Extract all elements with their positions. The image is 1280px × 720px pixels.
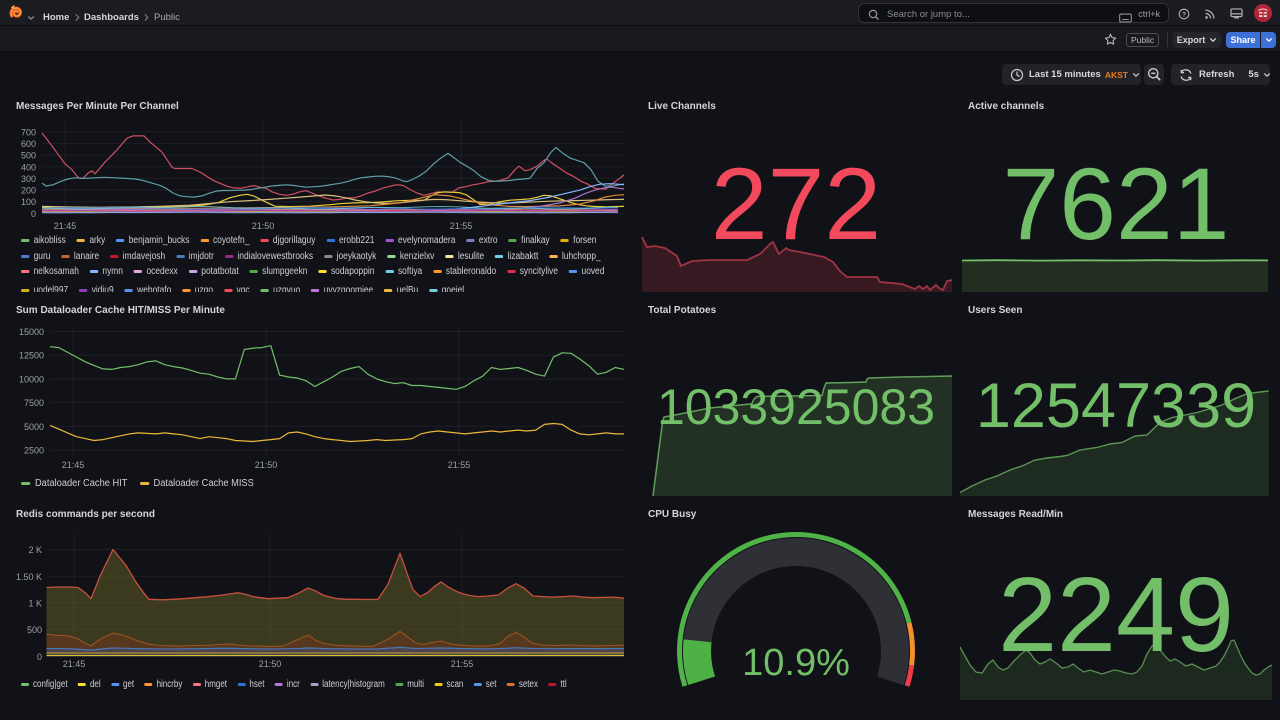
svg-text:21:55: 21:55 bbox=[450, 221, 473, 231]
svg-text:15000: 15000 bbox=[19, 327, 44, 337]
svg-text:0: 0 bbox=[31, 209, 36, 219]
svg-text:2 K: 2 K bbox=[28, 545, 42, 555]
svg-text:21:55: 21:55 bbox=[448, 460, 471, 470]
svg-text:10000: 10000 bbox=[19, 374, 44, 384]
svg-text:500: 500 bbox=[27, 625, 42, 635]
svg-text:21:50: 21:50 bbox=[252, 221, 275, 231]
svg-text:5000: 5000 bbox=[24, 422, 44, 432]
svg-text:700: 700 bbox=[21, 127, 36, 137]
svg-text:21:45: 21:45 bbox=[62, 460, 85, 470]
svg-text:100: 100 bbox=[21, 197, 36, 207]
svg-text:12500: 12500 bbox=[19, 351, 44, 361]
svg-text:21:45: 21:45 bbox=[63, 659, 86, 669]
svg-text:2500: 2500 bbox=[24, 446, 44, 456]
svg-text:400: 400 bbox=[21, 162, 36, 172]
svg-text:300: 300 bbox=[21, 174, 36, 184]
svg-text:21:50: 21:50 bbox=[259, 659, 282, 669]
svg-text:21:50: 21:50 bbox=[255, 460, 278, 470]
svg-text:0: 0 bbox=[37, 652, 42, 662]
svg-text:1 K: 1 K bbox=[28, 599, 42, 609]
svg-text:200: 200 bbox=[21, 186, 36, 196]
svg-text:600: 600 bbox=[21, 139, 36, 149]
svg-text:10.9%: 10.9% bbox=[742, 642, 850, 684]
svg-text:1.50 K: 1.50 K bbox=[16, 572, 42, 582]
svg-text:21:55: 21:55 bbox=[451, 659, 474, 669]
svg-text:21:45: 21:45 bbox=[54, 221, 77, 231]
svg-text:500: 500 bbox=[21, 151, 36, 161]
svg-text:7500: 7500 bbox=[24, 398, 44, 408]
svg-text:?: ? bbox=[1182, 11, 1186, 18]
